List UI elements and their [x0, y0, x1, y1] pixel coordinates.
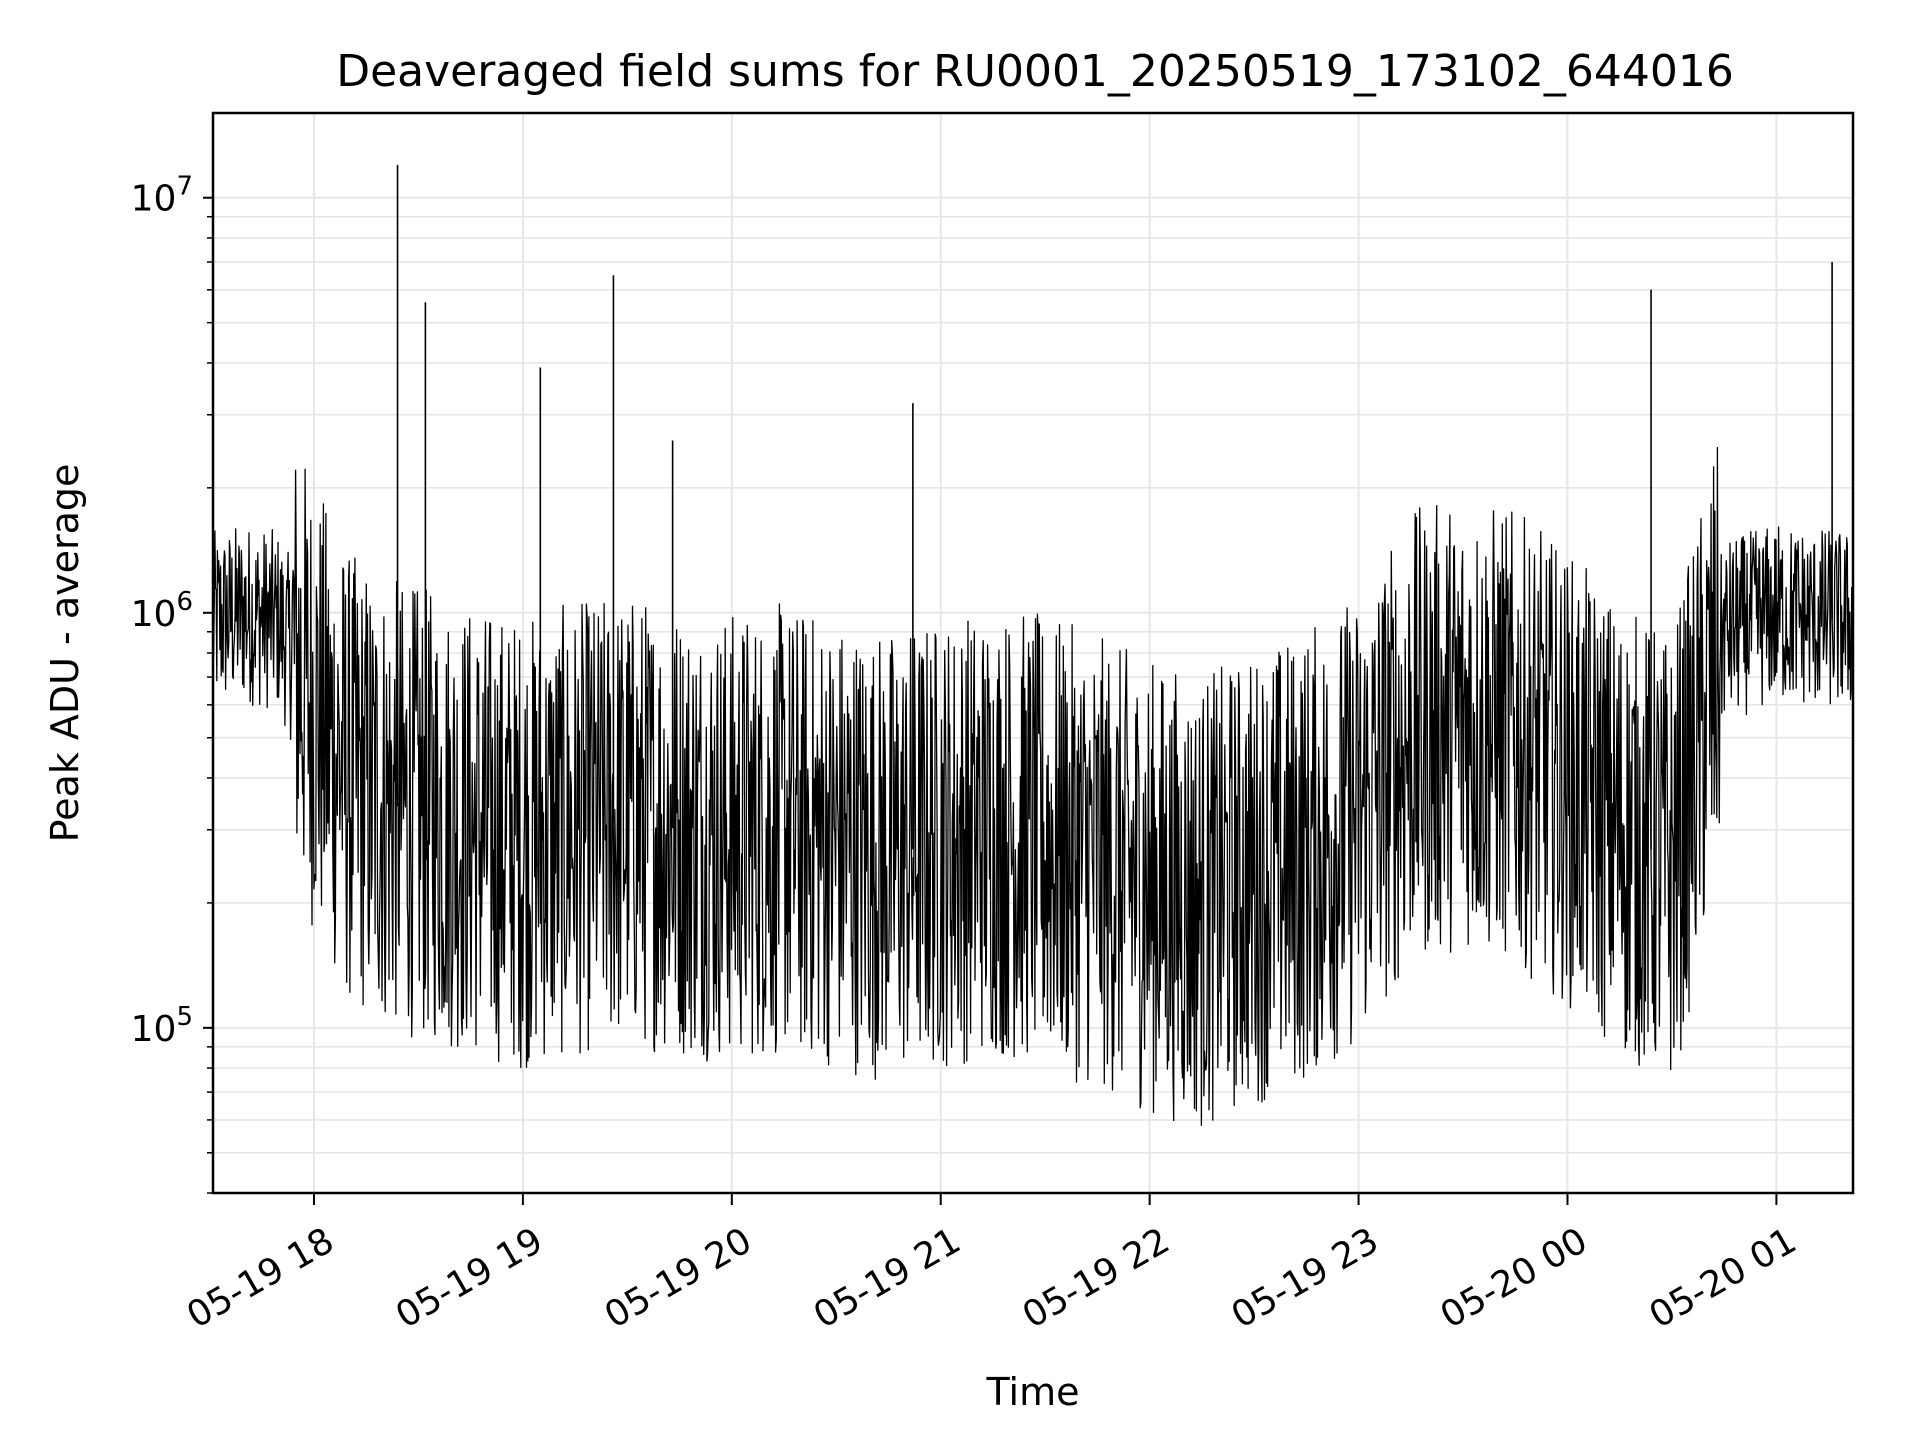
- y-axis-label: Peak ADU - average: [43, 464, 87, 843]
- y-axis: 105 106 107: [131, 172, 213, 1194]
- x-tick-label: 05-19 18: [180, 1220, 341, 1336]
- chart-title: Deaveraged field sums for RU0001_2025051…: [336, 46, 1734, 97]
- x-axis: 05-19 18 05-19 19 05-19 20 05-19 21 05-19 22…: [180, 1193, 1803, 1337]
- y-tick-label: 106: [131, 587, 193, 635]
- x-tick-label: 05-20 01: [1643, 1220, 1804, 1336]
- x-tick-label: 05-19 23: [1225, 1220, 1386, 1336]
- y-tick-label: 107: [131, 172, 193, 220]
- x-tick-label: 05-19 21: [807, 1220, 968, 1336]
- y-tick-label: 105: [131, 1002, 193, 1050]
- series-path: [212, 446, 1854, 1126]
- x-tick-label: 05-19 22: [1016, 1220, 1177, 1336]
- x-axis-label: Time: [986, 1370, 1080, 1414]
- series-line: [212, 446, 1854, 1126]
- x-tick-label: 05-20 00: [1434, 1220, 1595, 1336]
- spike-lines: [396, 164, 1833, 850]
- x-tick-label: 05-19 20: [598, 1220, 759, 1336]
- x-tick-label: 05-19 19: [389, 1220, 550, 1336]
